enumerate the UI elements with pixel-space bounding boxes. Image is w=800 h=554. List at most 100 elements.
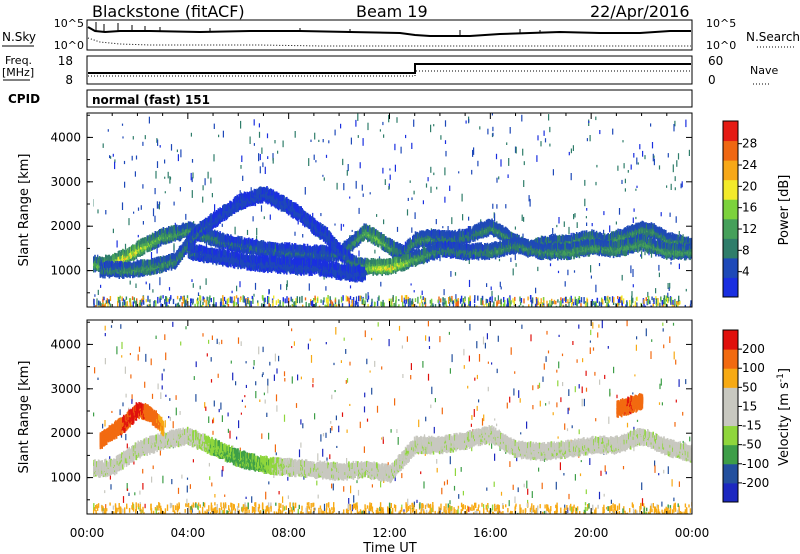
- echo-cell: [297, 220, 299, 225]
- echo-cell: [552, 301, 554, 304]
- echo-cell: [329, 254, 331, 261]
- echo-cell: [253, 143, 255, 146]
- echo-cell: [234, 240, 237, 247]
- echo-cell: [492, 132, 494, 137]
- echo-cell: [177, 228, 180, 235]
- echo-cell: [439, 255, 441, 262]
- echo-cell: [247, 238, 249, 244]
- ground-scatter-cell: [153, 301, 155, 307]
- ground-scatter-cell: [424, 302, 427, 307]
- ground-scatter-cell: [185, 303, 187, 307]
- echo-cell: [670, 183, 672, 190]
- echo-cell: [120, 253, 122, 260]
- echo-cell: [500, 159, 502, 167]
- echo-cell: [237, 246, 239, 252]
- echo-cell: [556, 224, 558, 228]
- echo-cell: [674, 120, 676, 127]
- ground-scatter-cell: [632, 305, 635, 307]
- ground-scatter-cell: [451, 301, 454, 305]
- echo-cell: [424, 236, 427, 243]
- echo-cell: [283, 244, 285, 251]
- echo-cell: [436, 229, 438, 236]
- echo-cell: [316, 251, 319, 257]
- echo-cell: [575, 235, 578, 242]
- ground-scatter-cell: [531, 304, 533, 307]
- echo-cell: [476, 224, 479, 231]
- ground-scatter-cell: [352, 297, 355, 303]
- echo-cell: [386, 245, 389, 252]
- ground-scatter-cell: [502, 303, 505, 307]
- echo-cell: [161, 228, 164, 235]
- ground-scatter-cell: [578, 296, 581, 302]
- echo-cell: [403, 244, 405, 251]
- echo-cell: [498, 227, 500, 234]
- ground-scatter-cell: [207, 300, 209, 305]
- ground-scatter-cell: [421, 299, 423, 304]
- ground-scatter-cell: [160, 295, 162, 300]
- echo-cell: [158, 241, 160, 248]
- ground-scatter-cell: [440, 298, 442, 303]
- ground-scatter-cell: [132, 301, 134, 307]
- echo-cell: [592, 231, 594, 238]
- echo-cell: [601, 233, 603, 240]
- ground-scatter-cell: [127, 305, 129, 307]
- echo-cell: [497, 223, 500, 230]
- echo-cell: [472, 149, 474, 157]
- echo-cell: [260, 243, 263, 250]
- echo-cell: [393, 251, 395, 258]
- echo-cell: [172, 225, 175, 232]
- ground-scatter-cell: [164, 299, 166, 305]
- echo-cell: [164, 233, 166, 240]
- echo-cell: [431, 229, 434, 236]
- echo-cell: [264, 166, 266, 174]
- echo-cell: [176, 224, 178, 231]
- echo-cell: [143, 237, 146, 244]
- echo-cell: [128, 254, 130, 261]
- echo-cell: [395, 241, 398, 248]
- echo-cell: [349, 237, 352, 243]
- echo-cell: [545, 238, 547, 245]
- ground-scatter-cell: [360, 295, 362, 300]
- echo-cell: [239, 247, 241, 254]
- ground-scatter-cell: [335, 304, 338, 307]
- echo-cell: [231, 236, 234, 243]
- ground-scatter-cell: [488, 303, 490, 307]
- echo-cell: [362, 235, 365, 242]
- ground-scatter-cell: [370, 305, 373, 307]
- echo-cell: [458, 235, 461, 242]
- noise-right-label: N.Search: [746, 30, 800, 44]
- ground-scatter-cell: [644, 305, 647, 307]
- echo-cell: [154, 188, 156, 195]
- ground-scatter-cell: [542, 305, 544, 307]
- echo-cell: [261, 241, 264, 248]
- echo-cell: [552, 228, 554, 235]
- echo-cell: [590, 265, 592, 273]
- echo-cell: [652, 153, 654, 162]
- ground-scatter-cell: [122, 298, 124, 302]
- echo-cell: [435, 234, 437, 241]
- ground-scatter-cell: [446, 305, 448, 307]
- echo-cell: [231, 239, 233, 246]
- echo-cell: [336, 182, 338, 190]
- ground-scatter-cell: [165, 296, 168, 302]
- figure-title: Blackstone (fitACF): [92, 2, 245, 21]
- echo-cell: [168, 234, 171, 241]
- ground-scatter-cell: [178, 304, 181, 307]
- ground-scatter-cell: [456, 301, 458, 306]
- ground-scatter-cell: [430, 304, 432, 307]
- echo-cell: [459, 237, 462, 244]
- echo-cell: [133, 251, 136, 257]
- ground-scatter-cell: [200, 305, 203, 307]
- echo-cell: [511, 232, 513, 239]
- echo-cell: [559, 236, 562, 242]
- echo-cell: [400, 252, 402, 259]
- echo-cell: [380, 281, 382, 287]
- echo-cell: [611, 231, 613, 238]
- echo-cell: [332, 254, 335, 261]
- ground-scatter-cell: [631, 295, 633, 301]
- echo-cell: [442, 230, 445, 237]
- ground-scatter-cell: [147, 295, 149, 302]
- echo-cell: [207, 171, 209, 179]
- ground-scatter-cell: [567, 299, 569, 304]
- ground-scatter-cell: [316, 298, 319, 302]
